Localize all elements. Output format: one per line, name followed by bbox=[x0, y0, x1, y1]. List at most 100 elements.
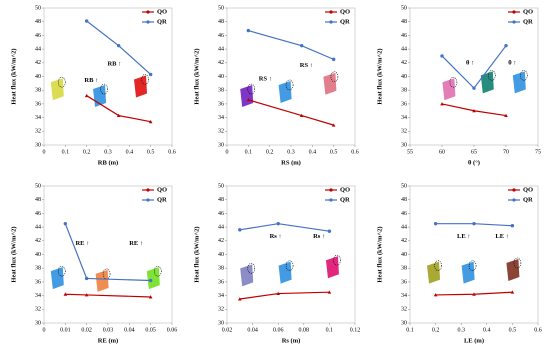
x-tick-label: 0.01 bbox=[60, 327, 71, 333]
shape-icon bbox=[512, 71, 526, 94]
y-tick-label: 46 bbox=[35, 33, 41, 39]
y-axis-label: Heat flux (kW/m^2) bbox=[193, 48, 200, 104]
marker bbox=[510, 290, 515, 294]
y-tick-label: 48 bbox=[218, 19, 224, 25]
x-tick-label: 0.3 bbox=[457, 327, 465, 333]
annotation: RE ↑ bbox=[75, 240, 89, 247]
marker bbox=[148, 278, 153, 283]
legend-label: QR bbox=[157, 18, 167, 25]
x-tick-label: 0.12 bbox=[350, 327, 361, 333]
marker bbox=[299, 43, 304, 48]
y-tick-label: 50 bbox=[35, 183, 41, 189]
shape-icon bbox=[240, 264, 254, 287]
y-tick-label: 36 bbox=[401, 101, 407, 107]
y-tick-label: 30 bbox=[35, 320, 41, 326]
legend-marker bbox=[329, 188, 333, 192]
shape-icon bbox=[50, 78, 64, 101]
highlight-ring bbox=[141, 74, 149, 85]
annotation: θ ↑ bbox=[466, 59, 474, 66]
x-tick-label: 75 bbox=[535, 149, 541, 155]
marker bbox=[472, 108, 476, 113]
marker bbox=[472, 292, 476, 296]
legend-marker bbox=[146, 10, 150, 14]
annotation: Rs ↑ bbox=[313, 233, 325, 240]
y-tick-label: 46 bbox=[401, 211, 407, 217]
y-tick-label: 48 bbox=[218, 197, 224, 203]
x-tick-label: 0.4 bbox=[483, 327, 491, 333]
x-tick-label: 0.2 bbox=[432, 327, 440, 333]
shape-icon bbox=[278, 261, 292, 284]
x-tick-label: 0.04 bbox=[124, 327, 135, 333]
legend-label: QO bbox=[157, 186, 167, 193]
y-tick-label: 38 bbox=[35, 88, 41, 94]
annotation: LE ↑ bbox=[495, 233, 509, 240]
x-tick-label: 0.6 bbox=[168, 149, 176, 155]
annotation: LE ↑ bbox=[457, 233, 471, 240]
x-tick-label: 0.02 bbox=[81, 327, 92, 333]
x-tick-label: 0.02 bbox=[222, 327, 233, 333]
plot-frame bbox=[226, 7, 356, 146]
y-tick-label: 40 bbox=[35, 252, 41, 258]
y-tick-label: 40 bbox=[401, 252, 407, 258]
marker bbox=[433, 221, 438, 226]
y-tick-label: 34 bbox=[35, 115, 41, 121]
marker bbox=[472, 221, 476, 226]
y-tick-label: 38 bbox=[401, 88, 407, 94]
x-tick-label: 55 bbox=[407, 149, 413, 155]
annotation: RB ↑ bbox=[107, 61, 121, 68]
highlight-ring bbox=[519, 70, 528, 81]
marker bbox=[238, 297, 242, 301]
series-line bbox=[248, 30, 334, 60]
x-axis-label: RB (m) bbox=[98, 159, 118, 166]
y-tick-label: 40 bbox=[401, 74, 407, 80]
y-tick-label: 50 bbox=[218, 183, 224, 189]
legend-marker bbox=[512, 10, 516, 14]
x-tick-label: 60 bbox=[439, 149, 445, 155]
y-tick-label: 42 bbox=[218, 60, 224, 66]
x-axis-label: RE (m) bbox=[98, 337, 118, 344]
highlight-ring bbox=[154, 265, 162, 277]
x-tick-label: 70 bbox=[503, 149, 509, 155]
shape-icon bbox=[427, 261, 441, 284]
series-line bbox=[64, 223, 151, 282]
marker bbox=[331, 57, 336, 62]
legend-label: QO bbox=[157, 8, 167, 15]
x-tick-label: 0.1 bbox=[326, 327, 334, 333]
marker bbox=[63, 292, 68, 296]
legend-marker bbox=[512, 198, 516, 202]
legend-marker bbox=[329, 198, 333, 202]
x-tick-label: 0.1 bbox=[406, 327, 414, 333]
highlight-ring bbox=[468, 260, 477, 271]
highlight-ring bbox=[333, 254, 341, 266]
shape-icon bbox=[95, 269, 109, 292]
plot-frame bbox=[226, 185, 356, 324]
highlight-ring bbox=[100, 83, 108, 95]
y-tick-label: 42 bbox=[218, 238, 224, 244]
y-tick-label: 30 bbox=[35, 142, 41, 148]
y-tick-label: 38 bbox=[218, 88, 224, 94]
legend-label: QR bbox=[157, 196, 167, 203]
annotation: θ ↑ bbox=[508, 59, 516, 66]
marker bbox=[276, 291, 280, 296]
y-axis-label: Heat flux (kW/m^2) bbox=[376, 226, 383, 282]
annotation: RB ↑ bbox=[84, 77, 98, 84]
y-tick-label: 46 bbox=[218, 211, 224, 217]
shape-icon bbox=[240, 85, 254, 108]
y-tick-label: 42 bbox=[35, 238, 41, 244]
x-tick-label: 0.04 bbox=[247, 327, 258, 333]
annotation: RE ↑ bbox=[129, 240, 143, 247]
y-tick-label: 50 bbox=[35, 5, 41, 11]
marker bbox=[148, 72, 153, 77]
highlight-ring bbox=[57, 76, 66, 88]
shape-icon bbox=[146, 267, 160, 290]
shape-icon bbox=[323, 72, 337, 95]
marker bbox=[148, 295, 153, 299]
annotation: RS ↑ bbox=[259, 76, 272, 83]
x-axis-label: Rs (m) bbox=[282, 337, 301, 344]
x-axis-label: θ (°) bbox=[468, 159, 480, 166]
marker bbox=[472, 86, 476, 90]
y-tick-label: 32 bbox=[401, 129, 407, 135]
shape-icon bbox=[278, 80, 292, 103]
y-tick-label: 32 bbox=[401, 307, 407, 313]
y-tick-label: 42 bbox=[401, 60, 407, 66]
